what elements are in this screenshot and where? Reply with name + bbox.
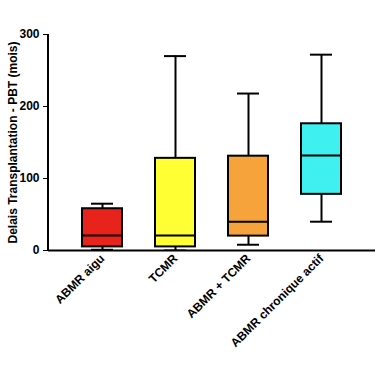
svg-text:200: 200	[19, 99, 39, 113]
svg-text:0: 0	[33, 243, 40, 257]
svg-text:300: 300	[19, 27, 39, 41]
svg-text:TCMR: TCMR	[146, 251, 181, 286]
svg-text:ABMR + TCMR: ABMR + TCMR	[184, 251, 254, 321]
svg-text:100: 100	[19, 171, 39, 185]
svg-text:Delais Transplantation - PBT (: Delais Transplantation - PBT (mois)	[6, 41, 20, 243]
svg-text:ABMR aigu: ABMR aigu	[52, 251, 107, 306]
svg-text:ABMR chronique actif: ABMR chronique actif	[228, 251, 327, 350]
